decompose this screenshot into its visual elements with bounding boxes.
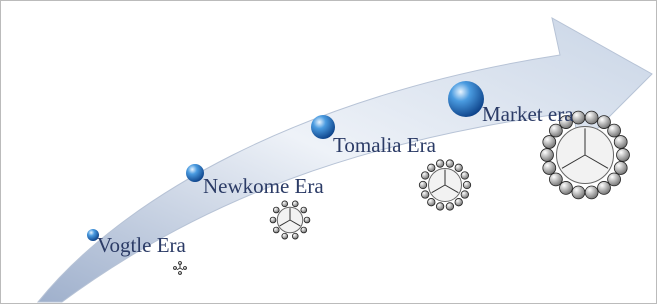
dendrimer-part — [543, 162, 556, 175]
dendrimer-part — [572, 186, 585, 199]
dendrimer-part — [421, 191, 428, 198]
dendrimer-part — [436, 160, 443, 167]
dendrimer-part — [541, 149, 554, 162]
dendrimer-part — [179, 272, 182, 275]
dendrimer-part — [301, 227, 307, 233]
era-label: Vogtle Era — [97, 233, 187, 257]
dendrimer-part — [572, 111, 585, 124]
dendrimer-part — [598, 181, 611, 194]
dendrimer-part — [461, 191, 468, 198]
era-label: Tomalia Era — [333, 133, 437, 157]
dendrimer-part — [446, 160, 453, 167]
dendrimer-part — [428, 198, 435, 205]
dendrimer-part — [543, 136, 556, 149]
dendrimer-part — [608, 124, 621, 137]
dendrimer-part — [419, 181, 426, 188]
dendrimer-part — [179, 262, 182, 265]
dendrimer-part — [421, 172, 428, 179]
dendrimer-part — [463, 181, 470, 188]
dendrimer-part — [270, 217, 276, 223]
sphere — [186, 164, 204, 182]
diagram: Vogtle Era Newkome Era Tomalia Era Marke… — [0, 0, 657, 304]
dendrimer-part — [549, 173, 562, 186]
dendrimer-part — [461, 172, 468, 179]
dendrimer-part — [455, 198, 462, 205]
dendrimer-part — [455, 164, 462, 171]
dendrimer-part — [184, 267, 187, 270]
dendrimer-part — [428, 164, 435, 171]
dendrimer-part — [273, 207, 279, 213]
sphere — [311, 115, 335, 139]
dendrimer-part — [585, 186, 598, 199]
dendrimer-part — [292, 233, 298, 239]
dendrimer-part — [585, 111, 598, 124]
era-label: Market era — [482, 102, 574, 126]
dendrimer-part — [282, 201, 288, 207]
dendrimer-part — [614, 162, 627, 175]
dendrimer-part — [174, 267, 177, 270]
dendrimer-part — [617, 149, 630, 162]
dendrimer-part — [446, 203, 453, 210]
era-label: Newkome Era — [203, 174, 324, 198]
dendrimer-part — [292, 201, 298, 207]
dendrimer-part — [282, 233, 288, 239]
dendrimer-part — [301, 207, 307, 213]
dendrimer-part — [436, 203, 443, 210]
sphere — [448, 81, 484, 117]
dendrimer-part — [304, 217, 310, 223]
dendrimer-part — [273, 227, 279, 233]
dendrimer-part — [614, 136, 627, 149]
